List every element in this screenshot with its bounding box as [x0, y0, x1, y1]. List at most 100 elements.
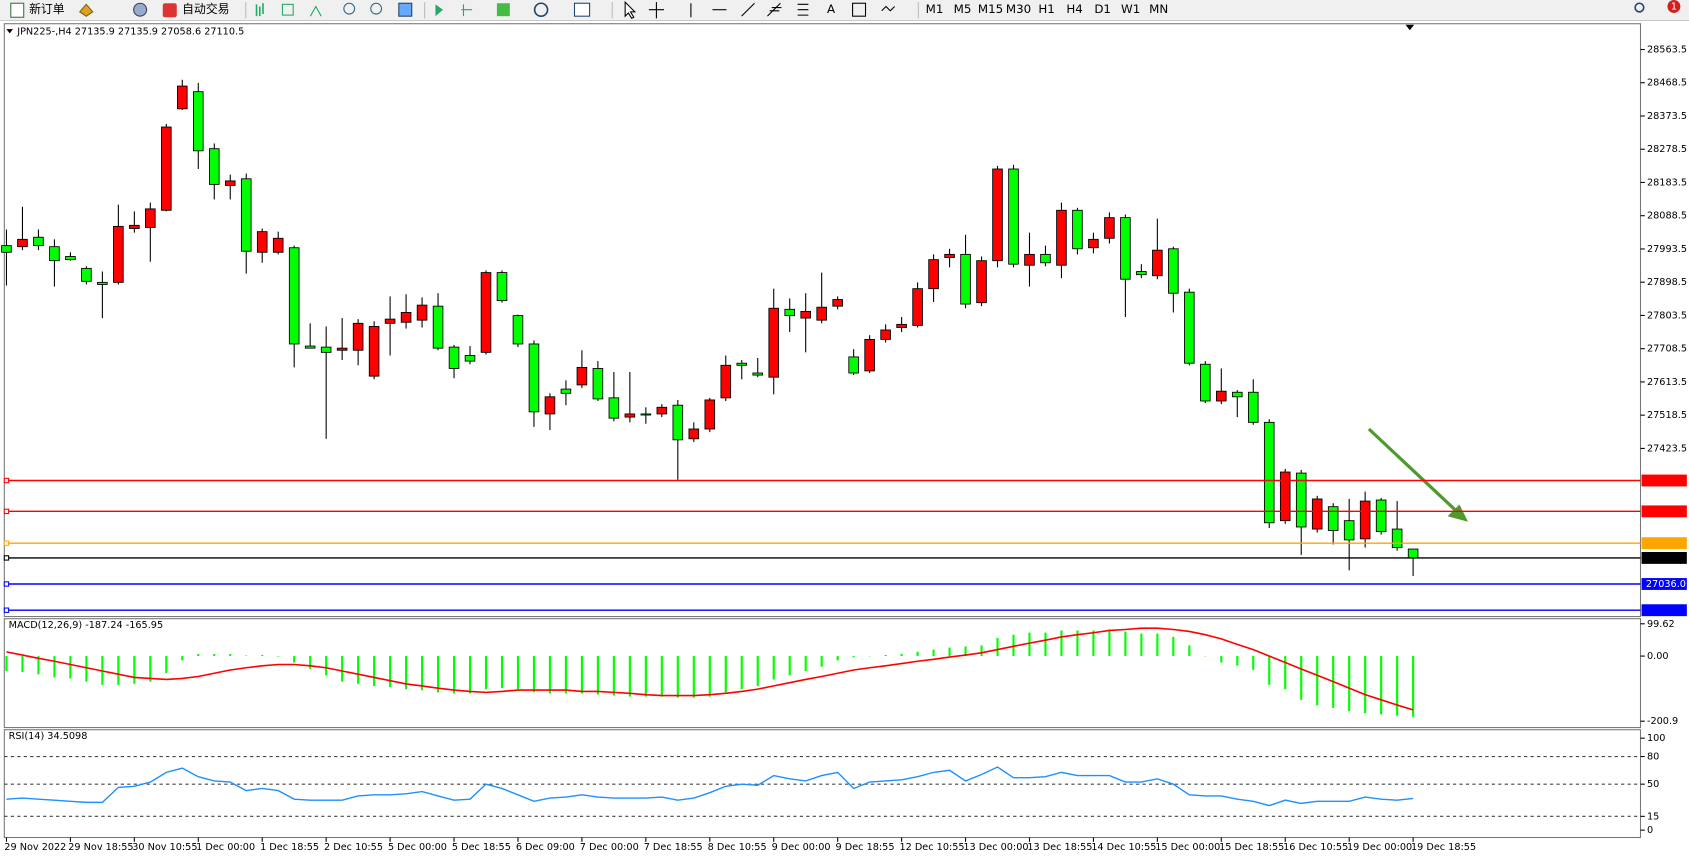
- candle-body: [672, 404, 684, 441]
- y-tick-label: 27423.5: [1647, 443, 1687, 454]
- candle-body: [129, 224, 140, 229]
- candle-body: [288, 247, 300, 345]
- icon[interactable]: [852, 2, 867, 17]
- candle-body: [896, 323, 907, 328]
- candle-body: [928, 259, 939, 290]
- timeframe-button[interactable]: H4: [1066, 2, 1082, 16]
- candle-body: [1168, 248, 1179, 294]
- level-label-bg: [1641, 578, 1687, 590]
- icon[interactable]: [496, 3, 510, 17]
- candle-body: [33, 236, 44, 247]
- timeframe-button[interactable]: H1: [1038, 2, 1054, 16]
- candle-body: [736, 362, 748, 366]
- candle-body: [145, 208, 156, 228]
- x-tick-label: 19 Dec 18:55: [1411, 842, 1476, 853]
- x-tick-label: 12 Dec 10:55: [899, 842, 964, 853]
- main-panel: [3, 23, 1642, 618]
- y-tick-label: 27898.5: [1647, 277, 1687, 288]
- candle-body: [1359, 500, 1371, 540]
- candle-body: [177, 85, 188, 110]
- candle-body: [161, 126, 172, 211]
- icon[interactable]: [133, 2, 148, 17]
- icon[interactable]: [797, 3, 809, 16]
- toolbar: 新订单 自动交易 A M1 M5 M15 M30 H1 H4 D1 W1 MN: [0, 0, 1689, 22]
- candle-body: [816, 306, 827, 321]
- candle-body: [1200, 363, 1211, 402]
- y-tick-label: -200.9: [1647, 716, 1678, 727]
- candle-body: [304, 345, 316, 349]
- icon[interactable]: [343, 2, 356, 15]
- timeframe-button[interactable]: M1: [926, 2, 944, 16]
- candle-body: [560, 388, 572, 394]
- candle-body: [608, 397, 620, 419]
- candle-body: [528, 343, 540, 413]
- new-order-label[interactable]: 新订单: [29, 2, 65, 16]
- level-label-bg: [1641, 537, 1687, 550]
- icon[interactable]: [533, 2, 549, 17]
- timeframe-button[interactable]: W1: [1121, 2, 1140, 16]
- icon[interactable]: [767, 2, 782, 17]
- macd-signal: [6, 627, 1414, 711]
- candle-body: [1008, 168, 1019, 265]
- auto-trading-label[interactable]: 自动交易: [182, 2, 229, 16]
- symbol-menu[interactable]: [6, 29, 13, 34]
- y-tick-label: 28183.5: [1647, 177, 1687, 188]
- x-tick-label: 9 Dec 18:55: [836, 842, 895, 853]
- icon[interactable]: [281, 3, 294, 16]
- level-label-bg: [1641, 505, 1687, 518]
- x-tick-label: 5 Dec 00:00: [388, 842, 447, 853]
- candle-body: [400, 312, 412, 323]
- icon[interactable]: [573, 2, 591, 17]
- timeframe-button[interactable]: M15: [978, 2, 1003, 16]
- timeframe-button[interactable]: D1: [1094, 2, 1111, 16]
- level-handle: [3, 540, 10, 546]
- level-handle: [3, 581, 10, 587]
- candle-body: [656, 406, 668, 415]
- candle-body: [448, 346, 460, 369]
- candle-body: [81, 267, 92, 282]
- icon[interactable]: [435, 4, 443, 17]
- candle-body: [1311, 498, 1323, 530]
- x-tick-label: 5 Dec 18:55: [452, 842, 511, 853]
- candle-body: [1088, 238, 1099, 249]
- candle-body: [1120, 217, 1131, 280]
- y-tick-label: 27518.5: [1647, 410, 1687, 421]
- candle-body: [864, 338, 875, 372]
- icon[interactable]: [624, 0, 637, 20]
- trend-arrow: [1367, 427, 1469, 522]
- text-tool[interactable]: A: [827, 2, 835, 16]
- candle-body: [992, 168, 1003, 262]
- alerts-badge[interactable]: [1667, 0, 1681, 13]
- candle-body: [384, 318, 396, 324]
- icon[interactable]: [461, 4, 473, 17]
- y-tick-label: 27613.5: [1647, 377, 1687, 388]
- candle-body: [688, 428, 700, 440]
- timeframe-button[interactable]: M5: [954, 2, 972, 16]
- search-icon[interactable]: [1634, 2, 1645, 13]
- icon[interactable]: [398, 2, 413, 17]
- y-tick-label: 28563.5: [1647, 45, 1687, 56]
- candle-body: [1295, 472, 1307, 528]
- x-tick-label: 7 Dec 00:00: [580, 842, 639, 853]
- x-tick-label: 13 Dec 00:00: [963, 842, 1028, 853]
- new-order-button[interactable]: 新订单: [10, 2, 65, 18]
- icon[interactable]: [741, 2, 755, 17]
- candle-body: [1216, 390, 1227, 402]
- icon: [10, 2, 25, 18]
- timeframes: M1 M5 M15 M30 H1 H4 D1 W1 MN: [926, 2, 1169, 16]
- timeframe-button[interactable]: M30: [1006, 2, 1031, 16]
- candle-body: [432, 305, 444, 349]
- candle-body: [97, 281, 108, 285]
- icon[interactable]: [648, 2, 664, 19]
- icon[interactable]: [309, 5, 322, 17]
- y-tick-label: 99.62: [1647, 619, 1675, 630]
- icon[interactable]: [881, 5, 896, 12]
- level-label-bg: [1641, 604, 1687, 617]
- auto-trading-button[interactable]: 自动交易: [162, 2, 230, 18]
- timeframe-button[interactable]: MN: [1149, 2, 1168, 16]
- candle-body: [256, 231, 268, 253]
- icon[interactable]: [370, 2, 383, 15]
- icon[interactable]: [78, 3, 94, 17]
- icon[interactable]: [255, 3, 264, 17]
